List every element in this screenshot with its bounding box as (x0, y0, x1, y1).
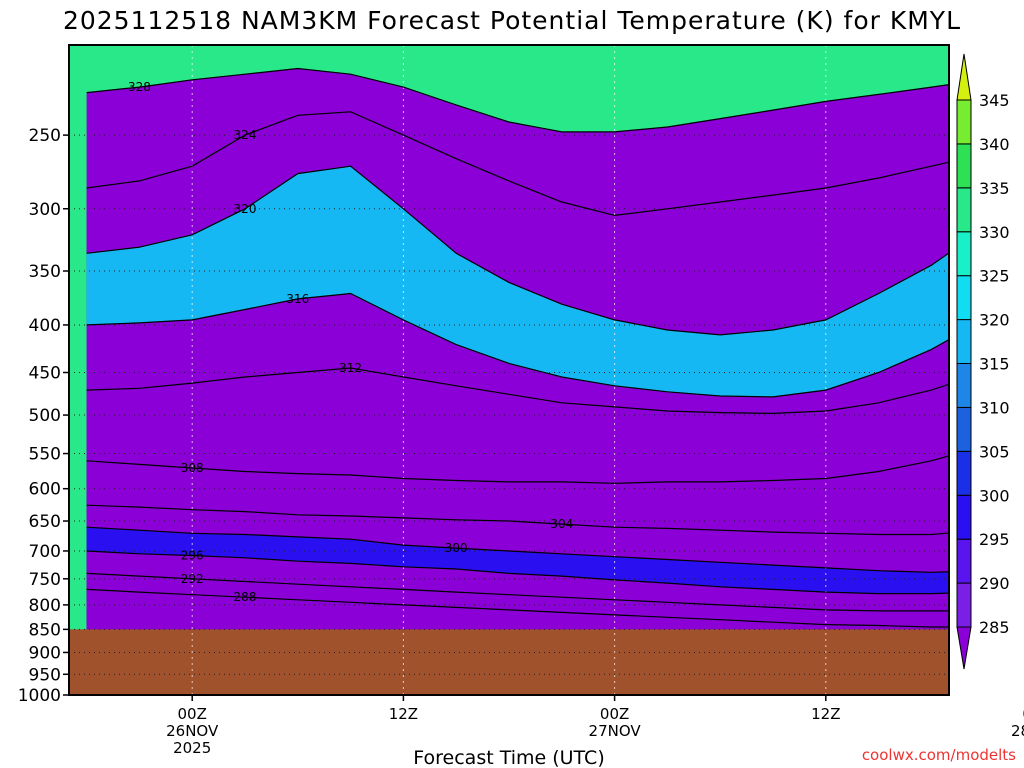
contour-label-304: 304 (550, 517, 573, 531)
colorbar-swatch (956, 363, 972, 408)
y-tick-label: 700 (29, 542, 61, 562)
colorbar-tick-label: 345 (979, 91, 1010, 110)
potential-temperature-fill (69, 45, 949, 695)
contour-label-324: 324 (234, 128, 257, 142)
colorbar-swatch (956, 231, 972, 277)
x-tick-label: 2025 (173, 739, 211, 757)
below-ground (69, 629, 949, 695)
colorbar-swatch (956, 143, 972, 189)
colorbar-max-arrow (956, 53, 972, 101)
contour-288 (86, 588, 949, 628)
colorbar-tick-label: 305 (979, 442, 1010, 461)
y-tick-label: 350 (29, 262, 61, 282)
chart-title: 2025112518 NAM3KM Forecast Potential Tem… (63, 6, 961, 35)
contour-label-292: 292 (181, 572, 204, 586)
colorbar-tick-label: 295 (979, 530, 1010, 549)
plot-frame (68, 44, 950, 696)
colorbar-swatch (956, 494, 972, 540)
contour-316 (86, 292, 949, 398)
colorbar-swatch (956, 99, 972, 145)
colorbar-min-arrow (956, 626, 972, 670)
contour-308 (86, 455, 949, 484)
colorbar-tick-label: 290 (979, 574, 1010, 593)
colorbar-tick-label: 315 (979, 355, 1010, 374)
colorbar-swatch (956, 275, 972, 321)
colorbar-swatch (956, 582, 972, 628)
y-tick-label: 750 (29, 570, 61, 590)
y-tick-label: 250 (29, 126, 61, 146)
contour-label-296: 296 (181, 549, 204, 563)
y-tick-label: 550 (29, 445, 61, 465)
colorbar-swatch (956, 187, 972, 233)
contour-label-316: 316 (286, 292, 309, 306)
y-tick-label: 300 (29, 200, 61, 220)
contour-label-328: 328 (128, 80, 151, 94)
x-tick-label: 28NOV (1011, 722, 1024, 740)
y-tick-label: 600 (29, 480, 61, 500)
x-tick-label: 12Z (389, 705, 418, 723)
ground-surface (69, 629, 949, 695)
colorbar-tick-label: 335 (979, 179, 1010, 198)
colorbar-swatch (956, 538, 972, 584)
contour-label-300: 300 (445, 541, 468, 555)
colorbar-swatch (956, 406, 972, 452)
contour-304 (86, 504, 949, 536)
x-tick-label: 12Z (811, 705, 840, 723)
colorbar-tick-label: 285 (979, 618, 1010, 637)
x-tick-label: 27NOV (589, 722, 642, 740)
contour-296 (86, 550, 949, 595)
y-tick-label: 400 (29, 316, 61, 336)
colorbar: 285 290 295 300 305 310 315 320 325 330 335 340 345 (956, 53, 1010, 670)
x-axis-label: Forecast Time (UTC) (413, 747, 604, 768)
credit-text: coolwx.com/modelts (862, 746, 1016, 764)
contour-labels: 288 292 296 300 304 308 312 316 320 324 328 (128, 80, 573, 604)
contour-324 (86, 111, 949, 217)
y-tick-label: 650 (29, 512, 61, 532)
contour-label-288: 288 (234, 590, 257, 604)
colorbar-tick-label: 325 (979, 267, 1010, 286)
colorbar-swatch (956, 319, 972, 365)
colorbar-swatch (956, 450, 972, 496)
isentrope-contours (86, 67, 949, 628)
colorbar-tick-label: 300 (979, 486, 1010, 505)
x-tick-label: 00Z (600, 705, 629, 723)
contour-300 (86, 526, 949, 573)
time-axis: 00Z26NOV202512Z00Z27NOV12Z00Z28NOV (166, 695, 1024, 757)
contour-312 (86, 367, 949, 415)
contour-label-312: 312 (339, 361, 362, 375)
colorbar-tick-label: 320 (979, 311, 1010, 330)
x-tick-label: 26NOV (166, 722, 219, 740)
contour-label-320: 320 (234, 202, 257, 216)
y-tick-label: 800 (29, 596, 61, 616)
contour-320 (86, 165, 949, 336)
y-tick-label: 900 (29, 643, 61, 663)
y-tick-label: 450 (29, 364, 61, 384)
contour-292 (86, 572, 949, 612)
pressure-axis: 250 300 350 400 450 500 550 600 650 700 750 800 850 9… (18, 126, 69, 706)
y-tick-label: 950 (29, 665, 61, 685)
x-tick-label: 00Z (1022, 705, 1024, 723)
y-tick-label: 850 (29, 620, 61, 640)
contour-label-308: 308 (181, 461, 204, 475)
x-tick-label: 00Z (178, 705, 207, 723)
colorbar-tick-label: 330 (979, 223, 1010, 242)
colorbar-tick-label: 340 (979, 135, 1010, 154)
y-tick-label: 500 (29, 406, 61, 426)
contour-328 (86, 67, 949, 133)
colorbar-tick-label: 310 (979, 398, 1010, 417)
y-tick-label: 1000 (18, 686, 61, 706)
